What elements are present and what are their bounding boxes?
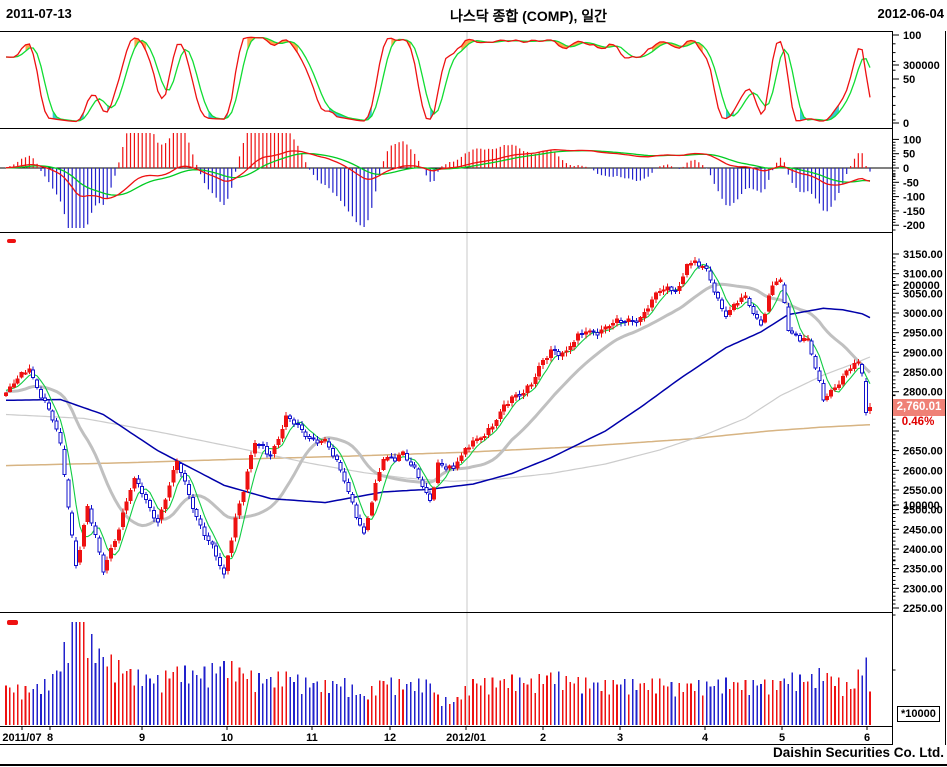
- period-end-date: 2012-06-04: [877, 6, 945, 21]
- svg-text:2850.00: 2850.00: [903, 367, 943, 379]
- svg-text:2012/01: 2012/01: [446, 732, 486, 744]
- svg-text:100: 100: [903, 31, 921, 42]
- svg-text:-50: -50: [903, 177, 919, 189]
- svg-text:0: 0: [903, 118, 909, 130]
- svg-text:11: 11: [306, 732, 318, 744]
- period-start-date: 2011-07-13: [6, 6, 72, 21]
- svg-text:50: 50: [903, 74, 915, 86]
- x-axis-bottom-line: [0, 744, 892, 745]
- svg-text:50: 50: [903, 149, 915, 161]
- panel-border-3: [0, 612, 892, 613]
- svg-text:2: 2: [540, 732, 546, 744]
- candlestick-panel: [0, 232, 892, 612]
- svg-text:2500.00: 2500.00: [903, 505, 943, 517]
- window-right-border: [945, 31, 946, 745]
- volume-panel: [0, 612, 892, 726]
- svg-text:6: 6: [864, 732, 870, 744]
- svg-text:3150.00: 3150.00: [903, 249, 943, 261]
- svg-text:2550.00: 2550.00: [903, 485, 943, 497]
- svg-text:12: 12: [384, 732, 396, 744]
- svg-text:300000: 300000: [903, 60, 940, 72]
- volume-unit-box: *10000: [897, 706, 940, 722]
- svg-text:2650.00: 2650.00: [903, 446, 943, 458]
- broker-credit: Daishin Securities Co. Ltd.: [772, 745, 944, 760]
- svg-text:-200: -200: [903, 220, 925, 232]
- svg-text:5: 5: [779, 732, 785, 744]
- window-bottom-border: [0, 764, 947, 766]
- plot-right-border: [892, 31, 893, 745]
- change-percent-label: 0.46%: [901, 416, 935, 429]
- svg-text:2250.00: 2250.00: [903, 603, 943, 615]
- svg-text:200000: 200000: [903, 280, 940, 292]
- svg-text:3000.00: 3000.00: [903, 308, 943, 320]
- svg-text:100: 100: [903, 134, 921, 146]
- svg-text:3050.00: 3050.00: [903, 288, 943, 300]
- svg-text:-150: -150: [903, 206, 925, 218]
- x-axis-line: [0, 726, 892, 727]
- svg-text:4: 4: [702, 732, 709, 744]
- svg-text:2800.00: 2800.00: [903, 387, 943, 399]
- svg-text:2950.00: 2950.00: [903, 328, 943, 340]
- svg-text:2450.00: 2450.00: [903, 524, 943, 536]
- svg-text:2011/07: 2011/07: [2, 732, 41, 744]
- svg-text:2400.00: 2400.00: [903, 544, 943, 556]
- panel-border-2: [0, 232, 892, 233]
- y-axis-labels: 0 50 100 -200 -150 -100 -50 0 50 100 2250.00 2300.0…: [892, 31, 947, 745]
- svg-text:0: 0: [903, 163, 909, 175]
- svg-text:3100.00: 3100.00: [903, 269, 943, 281]
- svg-text:-100: -100: [903, 192, 925, 204]
- stochastic-panel: [0, 31, 892, 128]
- svg-text:9: 9: [139, 732, 145, 744]
- x-axis-labels: 2011/07 8 9 10 11 12 2012/01 2 3 4 5 6: [0, 726, 947, 744]
- svg-text:8: 8: [47, 732, 53, 744]
- panel-border-1: [0, 128, 892, 129]
- svg-text:3: 3: [617, 732, 623, 744]
- macd-panel: [0, 128, 892, 232]
- panel-border-top: [0, 31, 892, 32]
- svg-text:2900.00: 2900.00: [903, 347, 943, 359]
- svg-text:2600.00: 2600.00: [903, 465, 943, 477]
- svg-text:10: 10: [221, 732, 233, 744]
- last-price-badge: 2,760.01: [893, 398, 945, 416]
- svg-text:100000: 100000: [903, 500, 940, 512]
- chart-title: 나스닥 종합 (COMP), 일간: [449, 8, 608, 24]
- svg-text:2350.00: 2350.00: [903, 564, 943, 576]
- svg-text:2300.00: 2300.00: [903, 583, 943, 595]
